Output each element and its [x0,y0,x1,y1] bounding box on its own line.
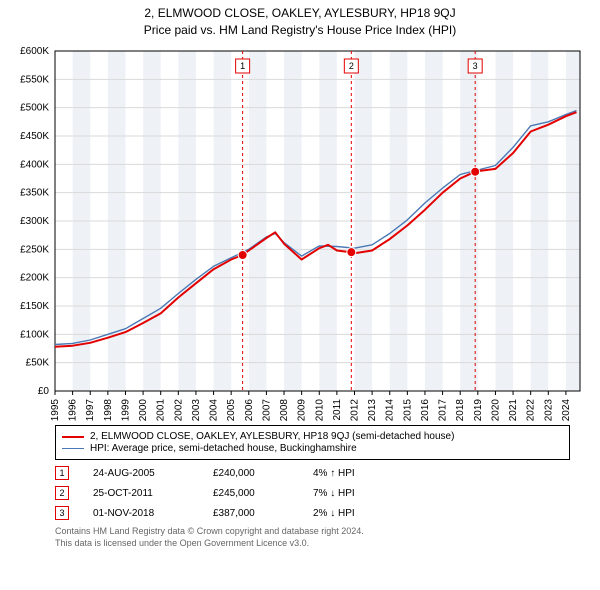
svg-text:1998: 1998 [103,399,114,421]
svg-text:£550K: £550K [20,74,49,85]
legend-swatch [62,436,84,438]
event-badge: 2 [55,486,69,500]
svg-text:2024: 2024 [561,399,572,421]
svg-text:1997: 1997 [85,399,96,421]
svg-text:2012: 2012 [349,399,360,421]
footer-line-2: This data is licensed under the Open Gov… [55,538,570,550]
svg-text:1: 1 [240,61,245,71]
event-price: £240,000 [213,468,313,479]
svg-text:2002: 2002 [173,399,184,421]
svg-text:2005: 2005 [226,399,237,421]
svg-text:2014: 2014 [385,399,396,421]
svg-text:£300K: £300K [20,216,49,227]
footer-licence: Contains HM Land Registry data © Crown c… [55,526,570,549]
svg-text:2013: 2013 [367,399,378,421]
svg-text:£100K: £100K [20,329,49,340]
legend-swatch [62,448,84,449]
svg-text:£600K: £600K [20,46,49,57]
event-row: 1 24-AUG-2005£240,0004% ↑ HPI [55,466,570,480]
svg-text:£250K: £250K [20,244,49,255]
svg-text:2017: 2017 [438,399,449,421]
chart-titles: 2, ELMWOOD CLOSE, OAKLEY, AYLESBURY, HP1… [0,0,600,41]
legend-label: 2, ELMWOOD CLOSE, OAKLEY, AYLESBURY, HP1… [90,431,454,442]
svg-text:£400K: £400K [20,159,49,170]
event-date: 01-NOV-2018 [93,508,213,519]
event-row: 3 01-NOV-2018£387,0002% ↓ HPI [55,506,570,520]
event-date: 24-AUG-2005 [93,468,213,479]
event-row: 2 25-OCT-2011£245,0007% ↓ HPI [55,486,570,500]
svg-text:£350K: £350K [20,188,49,199]
svg-text:2: 2 [349,61,354,71]
svg-text:£500K: £500K [20,103,49,114]
price-chart: £0 £50K £100K £150K £200K £250K £300K £350K £400… [0,41,600,421]
svg-text:2009: 2009 [297,399,308,421]
title-address: 2, ELMWOOD CLOSE, OAKLEY, AYLESBURY, HP1… [0,6,600,20]
event-badge: 3 [55,506,69,520]
event-date: 25-OCT-2011 [93,488,213,499]
legend: 2, ELMWOOD CLOSE, OAKLEY, AYLESBURY, HP1… [55,425,570,460]
svg-text:£50K: £50K [26,358,50,369]
svg-text:3: 3 [473,61,478,71]
svg-text:2022: 2022 [526,399,537,421]
legend-label: HPI: Average price, semi-detached house,… [90,443,357,454]
svg-text:1995: 1995 [50,399,61,421]
event-price: £387,000 [213,508,313,519]
svg-text:2004: 2004 [209,399,220,421]
svg-text:2021: 2021 [508,399,519,421]
title-subtitle: Price paid vs. HM Land Registry's House … [0,23,600,37]
svg-text:2001: 2001 [156,399,167,421]
svg-text:2006: 2006 [244,399,255,421]
svg-text:2008: 2008 [279,399,290,421]
svg-text:£450K: £450K [20,131,49,142]
svg-text:1996: 1996 [68,399,79,421]
event-delta: 2% ↓ HPI [313,508,355,519]
svg-text:2018: 2018 [455,399,466,421]
svg-text:2016: 2016 [420,399,431,421]
event-badge: 1 [55,466,69,480]
svg-text:2003: 2003 [191,399,202,421]
svg-text:1999: 1999 [120,399,131,421]
svg-text:2023: 2023 [543,399,554,421]
chart-container: £0 £50K £100K £150K £200K £250K £300K £350K £400… [0,41,600,421]
event-delta: 4% ↑ HPI [313,468,355,479]
svg-text:2000: 2000 [138,399,149,421]
svg-text:2007: 2007 [261,399,272,421]
event-list: 1 24-AUG-2005£240,0004% ↑ HPI 2 25-OCT-2011… [55,466,570,520]
svg-text:£0: £0 [38,386,50,397]
footer-line-1: Contains HM Land Registry data © Crown c… [55,526,570,538]
legend-row: HPI: Average price, semi-detached house,… [62,443,563,454]
svg-text:£150K: £150K [20,301,49,312]
legend-row: 2, ELMWOOD CLOSE, OAKLEY, AYLESBURY, HP1… [62,431,563,442]
svg-text:2020: 2020 [490,399,501,421]
event-price: £245,000 [213,488,313,499]
svg-text:£200K: £200K [20,273,49,284]
svg-text:2011: 2011 [332,399,343,421]
svg-text:2015: 2015 [402,399,413,421]
event-delta: 7% ↓ HPI [313,488,355,499]
svg-text:2010: 2010 [314,399,325,421]
svg-text:2019: 2019 [473,399,484,421]
